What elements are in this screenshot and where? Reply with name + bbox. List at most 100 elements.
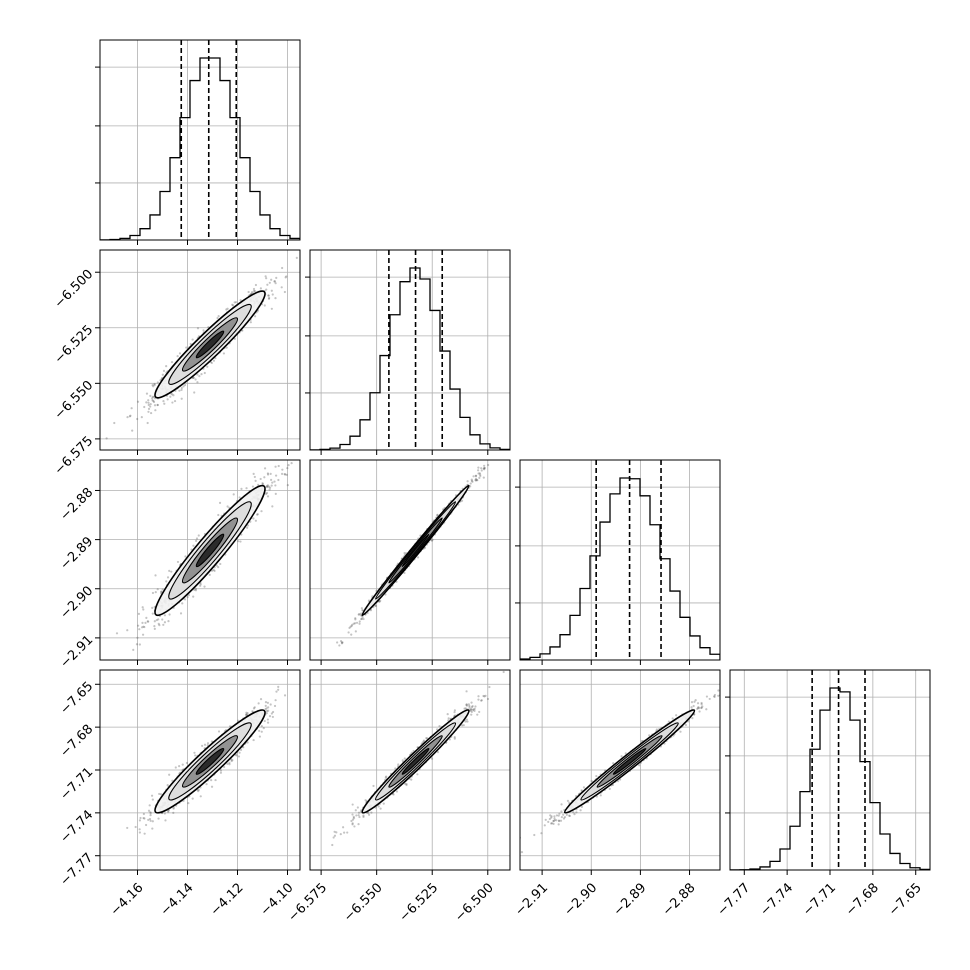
sample-point xyxy=(477,469,480,472)
x-tick-label: −4.16 xyxy=(108,880,147,919)
sample-point xyxy=(256,513,259,516)
y-tick-label: −7.68 xyxy=(58,722,97,761)
sample-point xyxy=(477,472,480,475)
sample-point xyxy=(189,342,192,346)
sample-point xyxy=(187,802,190,805)
sample-point xyxy=(129,414,132,417)
sample-point xyxy=(335,831,338,834)
sample-point xyxy=(263,476,266,479)
y-tick-label: −7.74 xyxy=(58,808,97,847)
sample-point xyxy=(162,369,166,372)
sample-point xyxy=(217,513,220,517)
sample-point xyxy=(270,289,273,292)
sample-point xyxy=(157,622,160,625)
sample-point xyxy=(153,620,156,623)
sample-point xyxy=(273,480,276,483)
sample-point xyxy=(144,823,148,827)
sample-point xyxy=(261,482,265,486)
sample-point xyxy=(482,476,485,479)
contour-level xyxy=(195,533,225,568)
sample-point xyxy=(153,625,156,628)
scatter-panel-0-2: −2.91−2.90−2.89−2.88 xyxy=(58,459,301,671)
sample-point xyxy=(206,742,210,745)
sample-point xyxy=(143,625,146,629)
sample-point xyxy=(199,795,202,798)
sample-point xyxy=(151,395,154,398)
sample-point xyxy=(266,718,269,721)
sample-point xyxy=(147,399,150,402)
contour-level xyxy=(401,533,430,568)
sample-point xyxy=(283,473,286,476)
sample-point xyxy=(358,622,361,625)
y-tick-label: −2.89 xyxy=(58,534,97,573)
sample-point xyxy=(246,526,249,529)
histogram-panel-0 xyxy=(95,39,301,245)
sample-point xyxy=(152,400,156,404)
sample-point xyxy=(150,411,153,415)
sample-point xyxy=(200,373,203,376)
sample-point xyxy=(146,620,149,623)
sample-point xyxy=(180,388,183,391)
sample-point xyxy=(156,588,159,591)
sample-point xyxy=(270,478,273,482)
sample-point xyxy=(225,308,228,311)
sample-point xyxy=(358,620,361,623)
sample-point xyxy=(273,280,276,283)
sample-point xyxy=(274,484,277,487)
sample-point xyxy=(494,451,496,453)
sample-point xyxy=(178,352,182,355)
sample-point xyxy=(194,587,198,591)
sample-point xyxy=(285,275,288,278)
sample-point xyxy=(196,327,200,330)
sample-point xyxy=(340,641,344,644)
sample-point xyxy=(185,761,188,765)
sample-point xyxy=(273,280,277,283)
sample-point xyxy=(265,277,268,280)
sample-point xyxy=(238,496,241,499)
sample-point xyxy=(256,513,259,516)
sample-point xyxy=(171,401,174,404)
sample-point xyxy=(168,569,171,572)
sample-point xyxy=(245,713,248,716)
sample-point xyxy=(254,479,257,482)
sample-point xyxy=(141,606,144,609)
sample-point xyxy=(270,278,273,281)
sample-point xyxy=(179,612,183,615)
histogram-panel-2 xyxy=(515,459,721,665)
sample-point xyxy=(166,784,169,787)
sample-point xyxy=(268,488,271,491)
sample-point xyxy=(210,779,213,782)
sample-point xyxy=(233,301,236,304)
sample-point xyxy=(173,399,177,403)
sample-point xyxy=(274,699,277,702)
sample-point xyxy=(352,622,355,625)
sample-point xyxy=(252,472,255,475)
sample-point xyxy=(145,616,148,619)
sample-point xyxy=(161,588,164,591)
sample-point xyxy=(149,403,152,406)
sample-point xyxy=(118,667,120,669)
sample-point xyxy=(161,373,164,376)
sample-point xyxy=(198,375,201,378)
sample-point xyxy=(138,831,141,834)
panel-frame xyxy=(519,459,721,661)
histogram-step xyxy=(310,267,510,450)
sample-point xyxy=(185,346,188,349)
sample-point xyxy=(149,812,152,815)
sample-point xyxy=(146,421,149,425)
panel-frame xyxy=(99,669,301,871)
sample-point xyxy=(472,475,475,478)
sample-point xyxy=(153,404,157,407)
sample-point xyxy=(265,492,268,496)
sample-point xyxy=(483,464,486,467)
sample-point xyxy=(360,617,363,621)
sample-point xyxy=(222,352,226,355)
sample-point xyxy=(164,819,167,822)
sample-point xyxy=(151,798,154,801)
y-tick-label: −7.71 xyxy=(58,765,97,804)
sample-point xyxy=(249,321,252,324)
sample-point xyxy=(149,814,152,817)
sample-point xyxy=(267,294,270,297)
sample-point xyxy=(242,746,245,749)
